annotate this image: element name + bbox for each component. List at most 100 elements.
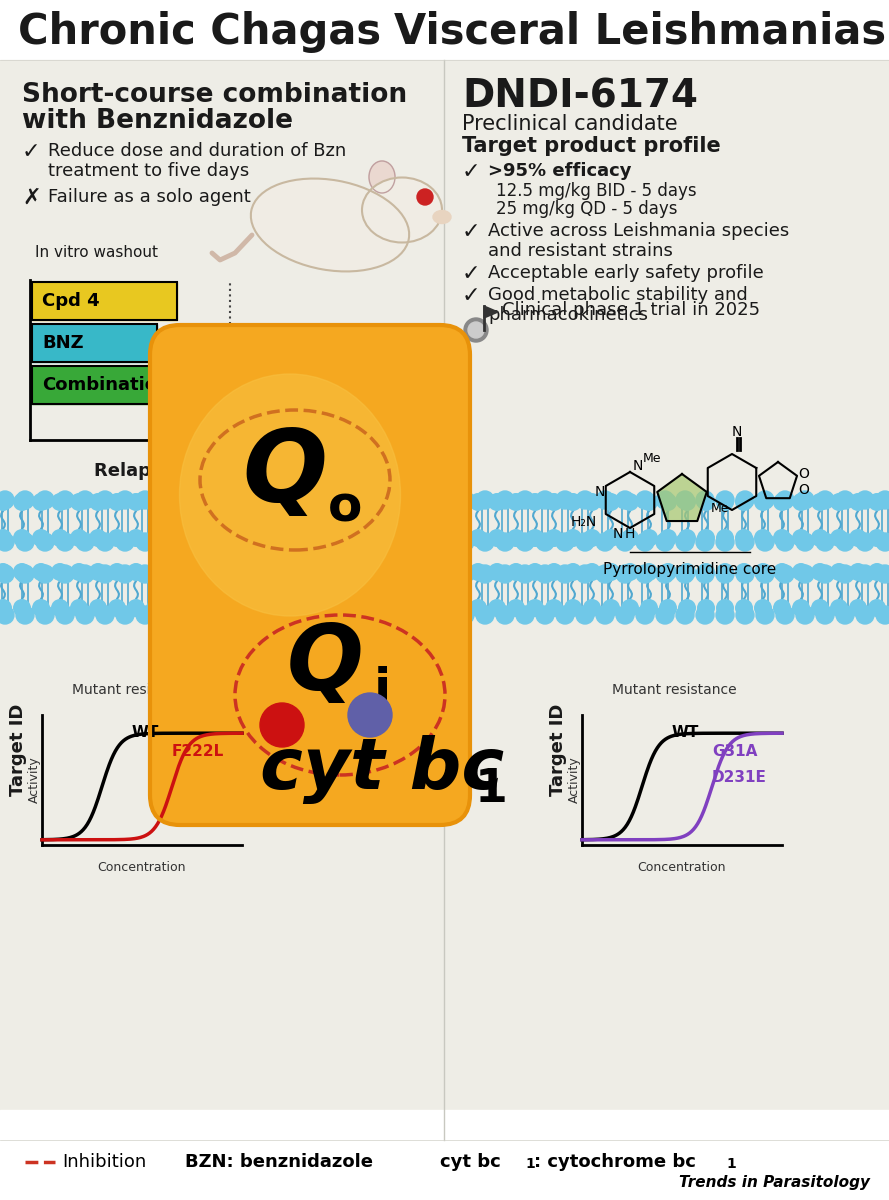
- Circle shape: [602, 529, 620, 547]
- Circle shape: [51, 529, 69, 547]
- Text: >95% efficacy: >95% efficacy: [488, 162, 631, 180]
- Text: : cytochrome bc: : cytochrome bc: [534, 1153, 696, 1171]
- Circle shape: [816, 565, 834, 583]
- Circle shape: [836, 606, 854, 624]
- Circle shape: [583, 599, 601, 617]
- Text: Pyrrolopyrimidine core: Pyrrolopyrimidine core: [604, 562, 777, 577]
- Text: WT: WT: [132, 725, 159, 740]
- Circle shape: [156, 565, 174, 583]
- Circle shape: [507, 563, 525, 581]
- Circle shape: [488, 529, 506, 547]
- Text: Relapse day: Relapse day: [94, 462, 216, 480]
- Circle shape: [76, 533, 94, 551]
- Circle shape: [676, 565, 694, 583]
- Bar: [0, 1110, 889, 1200]
- Circle shape: [436, 491, 454, 509]
- Circle shape: [636, 491, 654, 509]
- Circle shape: [13, 563, 31, 581]
- Circle shape: [868, 529, 886, 547]
- Circle shape: [792, 599, 810, 617]
- Circle shape: [469, 529, 487, 547]
- Text: 12.5 mg/kg BID - 5 days: 12.5 mg/kg BID - 5 days: [496, 182, 697, 200]
- Circle shape: [856, 565, 874, 583]
- Bar: [32, 366, 222, 404]
- Circle shape: [773, 563, 791, 581]
- Circle shape: [583, 529, 601, 547]
- Circle shape: [876, 491, 889, 509]
- Circle shape: [165, 529, 183, 547]
- Circle shape: [116, 533, 134, 551]
- Circle shape: [736, 565, 754, 583]
- Circle shape: [856, 491, 874, 509]
- Circle shape: [56, 565, 74, 583]
- Circle shape: [830, 599, 848, 617]
- Circle shape: [678, 563, 696, 581]
- Circle shape: [756, 606, 774, 624]
- Circle shape: [507, 529, 525, 547]
- Circle shape: [697, 493, 715, 511]
- Circle shape: [576, 565, 594, 583]
- Circle shape: [830, 493, 848, 511]
- Circle shape: [108, 563, 126, 581]
- Circle shape: [556, 491, 574, 509]
- Text: Mutant resistance: Mutant resistance: [72, 683, 196, 697]
- Text: Trends in Parasitology: Trends in Parasitology: [679, 1175, 870, 1190]
- Circle shape: [32, 493, 50, 511]
- Circle shape: [516, 606, 534, 624]
- Circle shape: [507, 493, 525, 511]
- Circle shape: [868, 493, 886, 511]
- Text: BNZ: BNZ: [42, 334, 84, 352]
- Text: Q: Q: [243, 426, 327, 523]
- Circle shape: [596, 565, 614, 583]
- Circle shape: [678, 599, 696, 617]
- Circle shape: [816, 533, 834, 551]
- Circle shape: [96, 533, 114, 551]
- Circle shape: [260, 703, 304, 746]
- Circle shape: [108, 493, 126, 511]
- Circle shape: [348, 692, 392, 737]
- Circle shape: [556, 606, 574, 624]
- Circle shape: [656, 533, 674, 551]
- Circle shape: [576, 606, 594, 624]
- Circle shape: [516, 491, 534, 509]
- Circle shape: [0, 491, 14, 509]
- Circle shape: [816, 491, 834, 509]
- Circle shape: [417, 188, 433, 205]
- Circle shape: [488, 563, 506, 581]
- Circle shape: [656, 606, 674, 624]
- Circle shape: [536, 491, 554, 509]
- Circle shape: [70, 599, 88, 617]
- Circle shape: [697, 529, 715, 547]
- Circle shape: [545, 493, 563, 511]
- Text: o: o: [328, 482, 362, 530]
- Circle shape: [754, 529, 772, 547]
- Text: ✓: ✓: [22, 142, 41, 162]
- Bar: [32, 324, 157, 362]
- Circle shape: [516, 565, 534, 583]
- Circle shape: [640, 493, 658, 511]
- Circle shape: [876, 606, 889, 624]
- Circle shape: [0, 599, 12, 617]
- Circle shape: [526, 529, 544, 547]
- Circle shape: [165, 493, 183, 511]
- Circle shape: [468, 322, 484, 338]
- Circle shape: [136, 606, 154, 624]
- Circle shape: [136, 491, 154, 509]
- Circle shape: [583, 493, 601, 511]
- Circle shape: [16, 533, 34, 551]
- Bar: [32, 282, 177, 320]
- Circle shape: [602, 563, 620, 581]
- Text: Reduce dose and duration of Bzn: Reduce dose and duration of Bzn: [48, 142, 346, 160]
- Circle shape: [621, 563, 639, 581]
- Text: Cpd 4: Cpd 4: [42, 292, 100, 310]
- Text: Q: Q: [286, 622, 364, 709]
- Circle shape: [856, 606, 874, 624]
- Text: pharmacokinetics: pharmacokinetics: [488, 306, 648, 324]
- Text: No relapse: No relapse: [237, 323, 251, 397]
- Circle shape: [811, 563, 829, 581]
- Circle shape: [536, 565, 554, 583]
- Circle shape: [776, 606, 794, 624]
- Circle shape: [96, 565, 114, 583]
- Circle shape: [811, 599, 829, 617]
- Bar: [32, 324, 157, 362]
